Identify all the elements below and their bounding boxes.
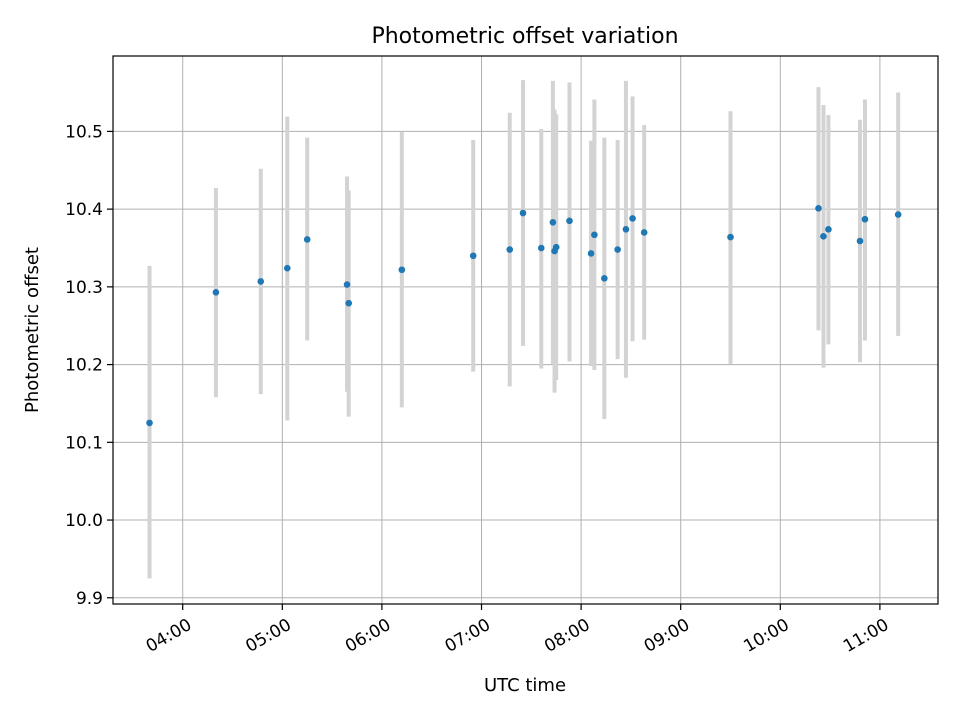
data-point [257, 278, 265, 285]
data-point [640, 229, 648, 236]
x-tick-label: 05:00 [242, 615, 294, 657]
data-point [212, 289, 220, 296]
data-point [601, 275, 608, 282]
grid-lines [113, 56, 938, 604]
data-point [506, 246, 514, 253]
x-tick-label: 07:00 [442, 615, 494, 657]
data-point [566, 217, 573, 225]
data-point [591, 231, 598, 239]
data-point [825, 226, 832, 233]
x-axis-label: UTC time [484, 675, 566, 696]
data-point [549, 219, 557, 226]
data-point [343, 281, 351, 288]
data-point [519, 209, 527, 217]
data-point [820, 233, 827, 240]
x-tick-label: 06:00 [342, 615, 394, 657]
y-tick-label: 10.4 [65, 200, 103, 220]
data-point [861, 215, 869, 223]
x-tick-label: 10:00 [740, 615, 792, 657]
data-point [622, 226, 630, 233]
data-point [146, 419, 153, 427]
error-bars [147, 80, 901, 579]
data-point [727, 233, 734, 241]
data-point [469, 252, 477, 260]
y-tick-label: 10.5 [65, 122, 103, 142]
x-tick-label: 09:00 [641, 615, 693, 657]
data-point [537, 244, 545, 252]
y-axis-label: Photometric offset [22, 247, 43, 413]
data-point [614, 246, 621, 253]
data-point [856, 237, 864, 245]
y-tick-label: 10.1 [65, 433, 103, 453]
data-point [894, 211, 902, 218]
y-tick-label: 9.9 [76, 589, 103, 609]
y-tick-label: 10.2 [65, 356, 103, 376]
data-point [629, 215, 636, 222]
data-point [398, 266, 406, 274]
data-point [283, 264, 291, 272]
x-tick-label: 04:00 [143, 615, 195, 657]
x-tick-label: 08:00 [541, 615, 593, 657]
plot-frame [112, 55, 939, 605]
y-tick-label: 10.0 [65, 511, 103, 531]
data-point [303, 236, 311, 243]
y-tick-label: 10.3 [65, 278, 103, 298]
data-points [146, 205, 902, 427]
data-point [587, 250, 595, 257]
data-point [552, 243, 560, 251]
chart-title: Photometric offset variation [371, 24, 678, 49]
data-point [345, 299, 353, 307]
data-point [815, 205, 822, 212]
x-tick-label: 11:00 [840, 615, 892, 657]
axis-ticks: 04:00 05:00 06:00 07:00 08:00 09:00 10:00 11:00… [65, 122, 892, 656]
